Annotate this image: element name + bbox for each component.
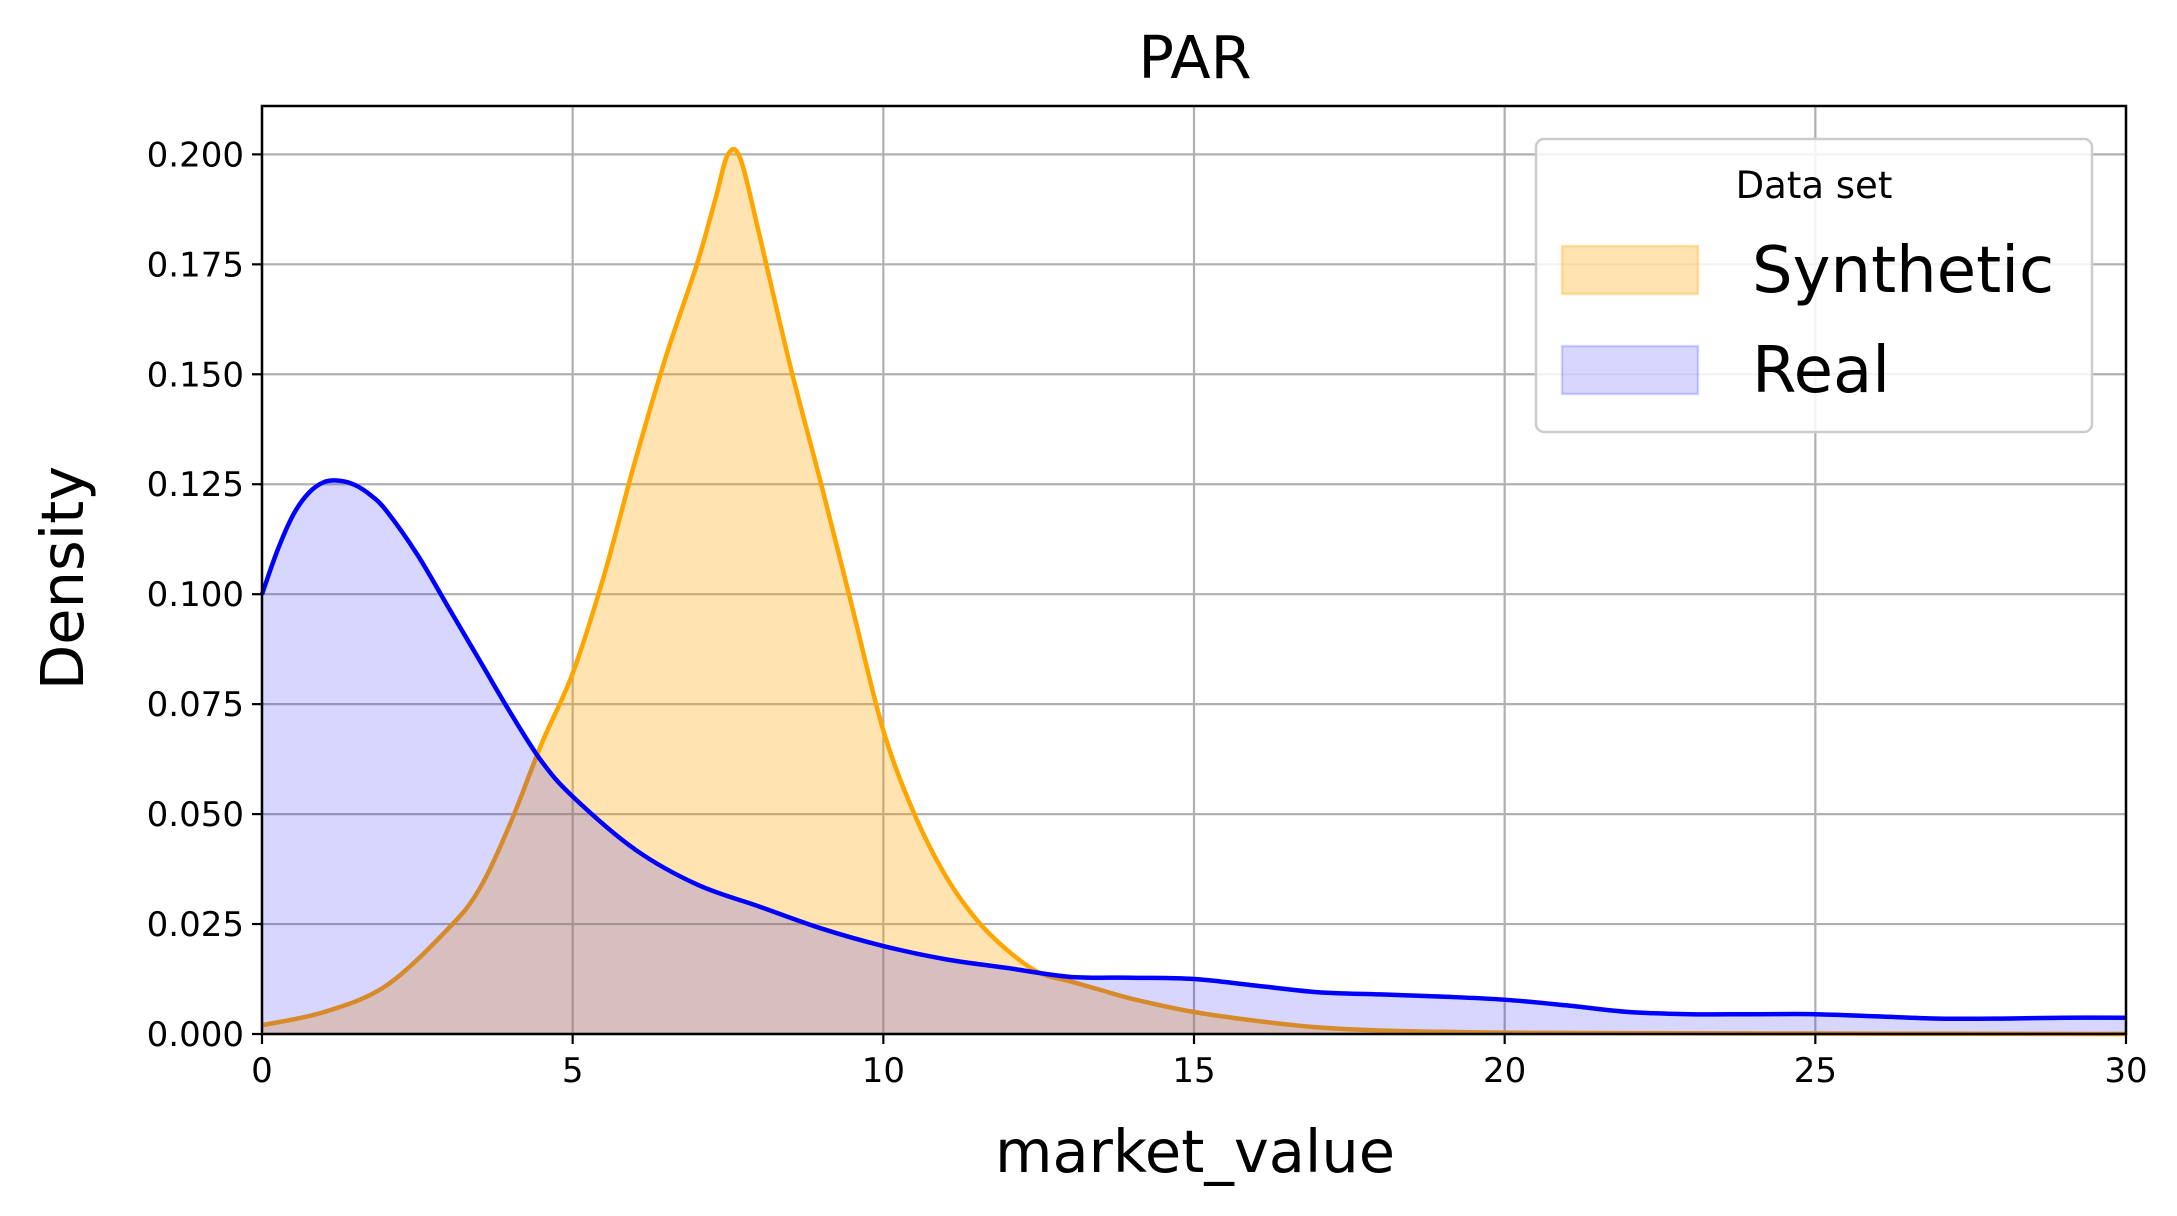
legend-label-real: Real [1752,334,1890,408]
legend-box [1534,137,2094,434]
series-layer [259,146,2127,1037]
legend-title: Data set [1736,164,1893,207]
y-tick-label: 0.025 [147,905,244,945]
x-tick-label: 25 [1794,1051,1837,1091]
area-fill-real [262,480,2126,1034]
x-tick-label: 30 [2104,1051,2147,1091]
y-tick-label: 0.100 [147,575,244,615]
y-ticks: 0.000 0.025 0.050 0.075 0.100 0.125 0.150 0.175… [147,135,262,1055]
density-line-synthetic [261,146,2127,1037]
x-axis-label: market_value [995,1117,1395,1186]
y-tick-label: 0.150 [147,355,244,395]
y-tick-label: 0.175 [147,245,244,285]
x-tick-label: 20 [1483,1051,1526,1091]
y-tick-label: 0.200 [147,135,244,175]
y-tick-label: 0.000 [147,1015,244,1055]
density-line-real [259,478,2127,1022]
chart-title: PAR [1138,23,1251,92]
x-tick-label: 10 [862,1051,905,1091]
x-ticks: 0 5 10 15 20 25 30 [251,1034,2148,1091]
legend-swatch-synthetic [1560,244,1700,296]
legend-label-synthetic: Synthetic [1752,234,2054,308]
y-tick-label: 0.075 [147,685,244,725]
legend: Data set Synthetic Real [1534,137,2094,434]
area-fill-synthetic [262,149,2126,1034]
x-tick-label: 5 [562,1051,584,1091]
y-tick-label: 0.050 [147,795,244,835]
legend-swatch-real [1560,344,1700,396]
x-tick-label: 0 [251,1051,273,1091]
y-tick-label: 0.125 [147,465,244,505]
y-axis-label: Density [28,466,97,690]
x-tick-label: 15 [1172,1051,1215,1091]
